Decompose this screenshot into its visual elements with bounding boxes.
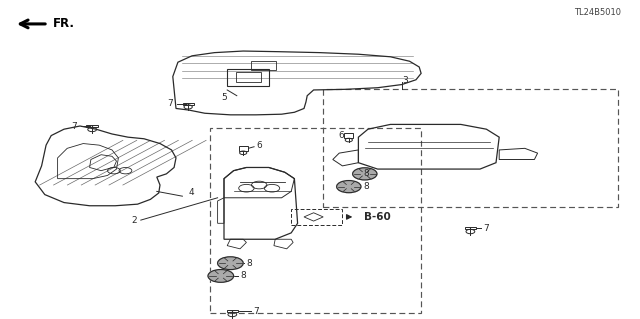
Bar (465, 227, 476, 229)
Text: FR.: FR. (52, 18, 74, 30)
Circle shape (218, 257, 243, 270)
Circle shape (337, 181, 361, 193)
Bar (251, 61, 276, 70)
Bar (239, 146, 248, 151)
Circle shape (353, 168, 377, 180)
Text: 8: 8 (240, 271, 246, 280)
Bar (236, 72, 261, 82)
Text: 3: 3 (402, 76, 408, 85)
Bar (183, 103, 193, 105)
Text: 8: 8 (364, 169, 369, 178)
Text: TL24B5010: TL24B5010 (574, 8, 621, 17)
Text: B-60: B-60 (364, 212, 390, 222)
Bar (227, 310, 238, 312)
Bar (323, 89, 618, 207)
Text: 5: 5 (221, 93, 227, 102)
Bar (291, 209, 342, 225)
Text: 6: 6 (338, 131, 344, 140)
Text: 6: 6 (256, 141, 262, 150)
Text: 7: 7 (71, 122, 77, 130)
Circle shape (208, 270, 234, 282)
Bar (344, 133, 353, 138)
Text: 7: 7 (167, 99, 173, 108)
Text: 7: 7 (483, 224, 489, 233)
Text: 8: 8 (246, 259, 252, 268)
Text: 2: 2 (131, 216, 137, 225)
Bar (227, 69, 269, 86)
Text: 4: 4 (189, 189, 195, 197)
Text: 8: 8 (364, 182, 369, 191)
Bar (210, 128, 421, 313)
Bar (86, 125, 98, 127)
Text: 7: 7 (253, 307, 259, 315)
